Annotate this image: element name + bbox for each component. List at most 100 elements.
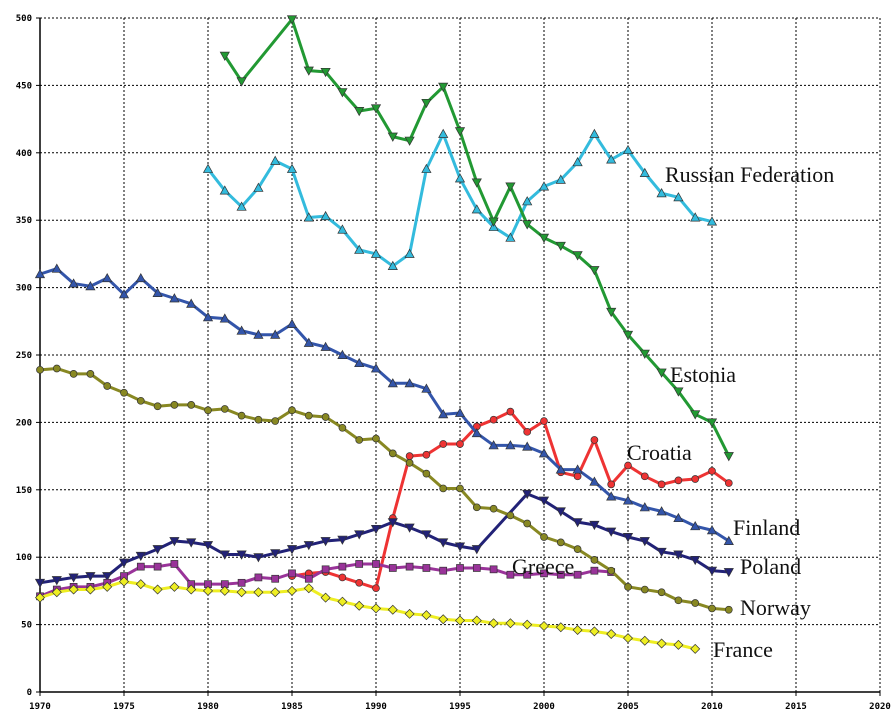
data-point — [354, 244, 365, 254]
data-point — [69, 370, 78, 378]
data-point — [271, 417, 280, 425]
data-point — [590, 436, 599, 444]
data-point — [673, 192, 684, 202]
data-point — [354, 107, 365, 117]
data-point — [540, 417, 548, 425]
data-point — [454, 127, 466, 137]
data-point — [337, 224, 348, 234]
data-point — [706, 216, 718, 226]
data-point — [706, 566, 718, 576]
data-point — [471, 178, 482, 188]
data-point — [489, 504, 498, 513]
y-tick-label: 500 — [16, 14, 32, 24]
data-point — [270, 587, 281, 598]
data-point — [153, 402, 162, 411]
data-point — [169, 537, 180, 547]
data-point — [674, 476, 683, 485]
data-point — [370, 363, 382, 373]
data-point — [236, 325, 247, 335]
data-point — [454, 173, 466, 183]
data-point — [673, 512, 684, 523]
data-point — [135, 579, 146, 590]
data-point — [572, 251, 583, 261]
data-point — [120, 388, 128, 397]
data-point — [254, 573, 263, 582]
data-point — [456, 484, 464, 493]
data-point — [471, 204, 482, 214]
data-point — [404, 136, 415, 146]
data-point — [438, 538, 449, 548]
y-tick-label: 300 — [16, 284, 32, 294]
data-point — [337, 349, 348, 359]
data-point — [372, 560, 380, 568]
data-point — [656, 638, 667, 649]
data-point — [304, 411, 313, 420]
data-point — [724, 605, 733, 614]
x-tick-label: 2020 — [869, 702, 891, 712]
data-point — [85, 584, 96, 595]
data-point — [573, 472, 582, 481]
y-tick-label: 150 — [16, 486, 32, 496]
data-point — [286, 163, 298, 173]
data-point — [505, 440, 516, 450]
data-point — [186, 584, 197, 595]
data-point — [219, 51, 230, 61]
data-point — [204, 406, 212, 415]
data-point — [152, 287, 163, 297]
data-point — [119, 576, 129, 587]
data-point — [522, 220, 533, 230]
data-point — [237, 411, 246, 420]
x-tick-label: 2000 — [533, 702, 555, 712]
data-point — [690, 520, 701, 531]
data-point — [724, 479, 733, 487]
data-point — [102, 272, 113, 283]
data-point — [606, 629, 617, 640]
data-point — [387, 132, 398, 142]
data-point — [573, 545, 582, 553]
data-point — [556, 570, 565, 579]
data-point — [103, 382, 112, 390]
data-point — [288, 569, 296, 578]
series-label: France — [713, 637, 773, 662]
data-point — [708, 467, 716, 475]
data-point — [320, 67, 331, 78]
data-point — [202, 541, 214, 551]
data-point — [338, 562, 347, 571]
series-label: Norway — [740, 595, 811, 620]
data-point — [68, 573, 79, 583]
data-point — [388, 564, 397, 572]
data-point — [304, 574, 313, 583]
data-point — [539, 620, 549, 631]
y-tick-label: 450 — [16, 81, 32, 91]
series-label: Russian Federation — [665, 162, 834, 187]
data-point — [657, 588, 666, 597]
data-point — [656, 547, 667, 558]
data-point — [404, 523, 415, 533]
data-point — [303, 212, 314, 222]
data-point — [456, 440, 464, 448]
data-point — [607, 566, 616, 575]
data-point — [555, 241, 566, 252]
data-point — [354, 600, 365, 611]
data-point — [438, 614, 449, 625]
data-point — [454, 407, 466, 417]
data-point — [489, 565, 498, 574]
x-tick-label: 1990 — [365, 702, 387, 712]
data-point — [488, 217, 499, 227]
data-point — [538, 233, 550, 243]
data-point — [471, 545, 482, 555]
data-point — [236, 77, 247, 87]
data-point — [622, 144, 634, 155]
data-point — [271, 574, 280, 583]
data-point — [288, 406, 296, 415]
data-point — [219, 585, 230, 596]
x-tick-label: 2015 — [785, 702, 807, 712]
data-point — [118, 289, 130, 299]
data-point — [321, 413, 330, 421]
data-point — [690, 555, 701, 566]
data-point — [422, 564, 431, 572]
data-point — [404, 248, 415, 258]
data-point — [555, 622, 566, 633]
x-tick-label: 1970 — [29, 702, 51, 712]
y-tick-label: 400 — [16, 149, 32, 159]
